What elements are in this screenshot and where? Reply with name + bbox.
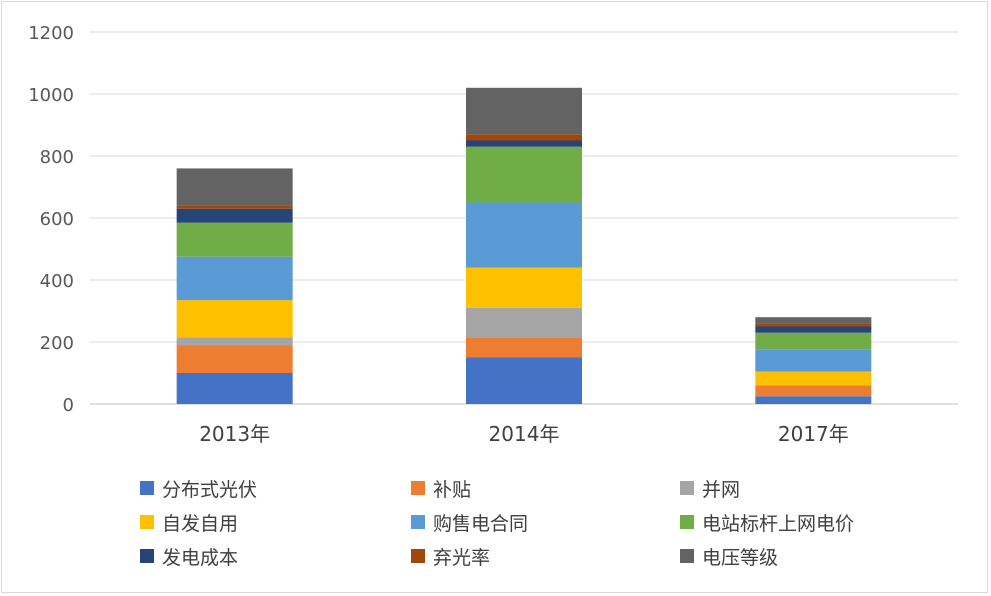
x-axis-tick-labels: 2013年 2014年 2017年: [199, 422, 849, 446]
bar-segment: [466, 146, 582, 203]
x-tick-label: 2014年: [489, 422, 560, 446]
x-tick-label: 2017年: [778, 422, 849, 446]
bar-segment: [755, 317, 872, 324]
bar-segment: [176, 373, 293, 404]
y-tick-label: 800: [40, 147, 74, 168]
y-tick-label: 0: [63, 395, 74, 416]
bar-segment: [755, 323, 872, 327]
y-tick-label: 400: [40, 271, 74, 292]
bar-segment: [755, 385, 872, 397]
y-tick-label: 200: [40, 333, 74, 354]
bar-segment: [466, 267, 582, 308]
bar-segment: [176, 345, 293, 373]
bar-segment: [466, 337, 582, 358]
bar-segment: [466, 202, 582, 268]
bar-segment: [755, 349, 872, 372]
y-tick-label: 600: [40, 209, 74, 230]
bars: [176, 87, 872, 404]
bar-segment: [176, 168, 293, 206]
bar-segment: [176, 256, 293, 301]
x-tick-label: 2013年: [199, 422, 270, 446]
bar-segment: [176, 205, 293, 209]
bar-segment: [176, 300, 293, 338]
bar-segment: [466, 307, 582, 338]
bar-segment: [466, 87, 582, 135]
bar-segment: [176, 222, 293, 257]
y-axis-tick-labels: 0 200 400 600 800 1000 1200: [28, 23, 74, 416]
bar-segment: [176, 208, 293, 223]
bar-segment: [755, 332, 872, 350]
bar-segment: [755, 326, 872, 333]
bar-segment: [176, 337, 293, 346]
bar-segment: [466, 357, 582, 404]
y-tick-label: 1000: [28, 85, 74, 106]
bar-segment: [466, 140, 582, 147]
bar-segment: [466, 134, 582, 141]
bar-segment: [755, 396, 872, 404]
bar-segment: [755, 371, 872, 386]
y-tick-label: 1200: [28, 23, 74, 44]
